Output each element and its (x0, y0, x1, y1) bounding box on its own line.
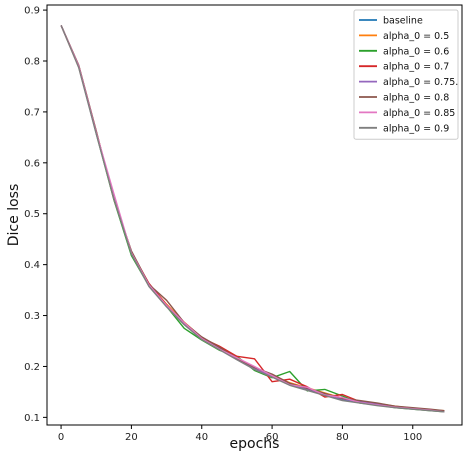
x-tick-label: 20 (125, 432, 138, 443)
x-axis-ticks: 0 20 40 60 80 100 (58, 425, 422, 443)
legend-box (353, 9, 459, 140)
y-axis-ticks: 0.1 0.2 0.3 0.4 0.5 0.6 0.7 0.8 0.9 (24, 6, 47, 424)
series-line-7 (60, 25, 445, 413)
y-tick-label: 0.3 (24, 311, 40, 322)
y-axis-label: Dice loss (6, 184, 22, 246)
y-tick-label: 0.1 (24, 413, 40, 424)
y-tick-label: 0.7 (24, 107, 40, 118)
legend-entry: baseline (383, 16, 423, 27)
x-tick-label: 40 (195, 432, 208, 443)
x-tick-label: 100 (403, 432, 422, 443)
y-tick-label: 0.2 (24, 362, 40, 373)
x-axis-label: epochs (230, 436, 280, 452)
axes-frame (46, 4, 463, 426)
legend-entry: alpha_0 = 0.75. (383, 77, 458, 88)
legend-entry: alpha_0 = 0.9 (383, 123, 449, 134)
y-tick-label: 0.4 (24, 260, 40, 271)
legend-entry: alpha_0 = 0.6 (383, 46, 449, 57)
y-tick-label: 0.8 (24, 57, 40, 68)
legend-entry: alpha_0 = 0.7 (383, 62, 449, 73)
legend-entry: alpha_0 = 0.8 (383, 93, 449, 104)
legend-entry: alpha_0 = 0.5 (383, 31, 449, 42)
legend: baseline alpha_0 = 0.5 alpha_0 = 0.6 alpha_… (353, 9, 459, 140)
x-tick-label: 60 (266, 432, 279, 443)
plot-area (60, 25, 445, 413)
x-tick-label: 0 (58, 432, 64, 443)
x-tick-label: 80 (336, 432, 349, 443)
y-tick-label: 0.6 (24, 158, 40, 169)
y-tick-label: 0.9 (24, 6, 40, 17)
legend-entry: alpha_0 = 0.85 (383, 108, 455, 119)
y-tick-label: 0.5 (24, 209, 40, 220)
